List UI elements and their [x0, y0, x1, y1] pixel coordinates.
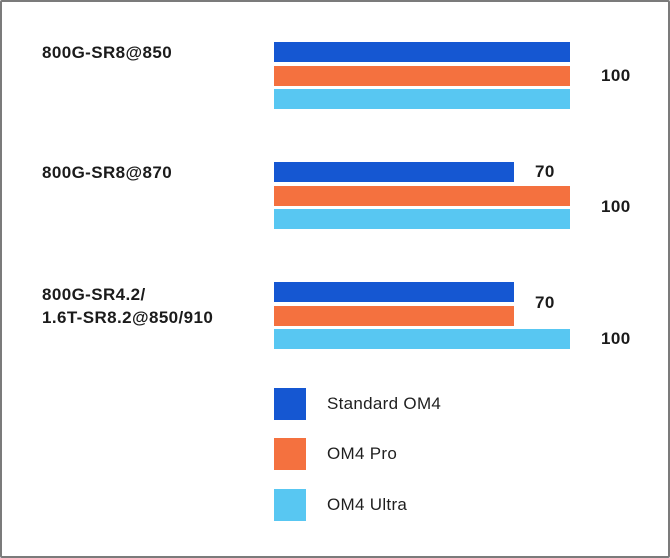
bar-standard-om4-group3 — [274, 282, 514, 302]
legend-swatch-standard-om4-icon — [274, 388, 306, 420]
value-label-group3-100: 100 — [601, 329, 631, 348]
bar-om4-ultra-group1 — [274, 89, 570, 109]
value-label-group2-100: 100 — [601, 197, 631, 216]
legend-item-om4-ultra: OM4 Ultra — [274, 489, 407, 521]
value-label-group1-100: 100 — [601, 66, 631, 85]
category-label-800g-sr8-870: 800G-SR8@870 — [42, 163, 173, 182]
bar-om4-pro-group2 — [274, 186, 570, 206]
legend-label-om4-pro: OM4 Pro — [327, 444, 398, 463]
bar-standard-om4-group2 — [274, 162, 514, 182]
legend-swatch-om4-pro-icon — [274, 438, 306, 470]
value-label-group2-70: 70 — [535, 162, 555, 181]
category-label-800g-sr8-850: 800G-SR8@850 — [42, 43, 173, 62]
legend-label-om4-ultra: OM4 Ultra — [327, 495, 408, 514]
legend-item-om4-pro: OM4 Pro — [274, 438, 397, 470]
legend-item-standard-om4: Standard OM4 — [274, 388, 441, 420]
bar-om4-pro-group1 — [274, 66, 570, 86]
category-label-800g-sr4-2-1-6t-sr8-2: 800G-SR4.2/ 1.6T-SR8.2@850/910 — [42, 285, 214, 327]
bar-om4-ultra-group3 — [274, 329, 570, 349]
bar-standard-om4-group1 — [274, 42, 570, 62]
legend-label-standard-om4: Standard OM4 — [327, 394, 442, 413]
bar-om4-ultra-group2 — [274, 209, 570, 229]
bar-om4-pro-group3 — [274, 306, 514, 326]
legend-swatch-om4-ultra-icon — [274, 489, 306, 521]
value-label-group3-70: 70 — [535, 293, 555, 312]
